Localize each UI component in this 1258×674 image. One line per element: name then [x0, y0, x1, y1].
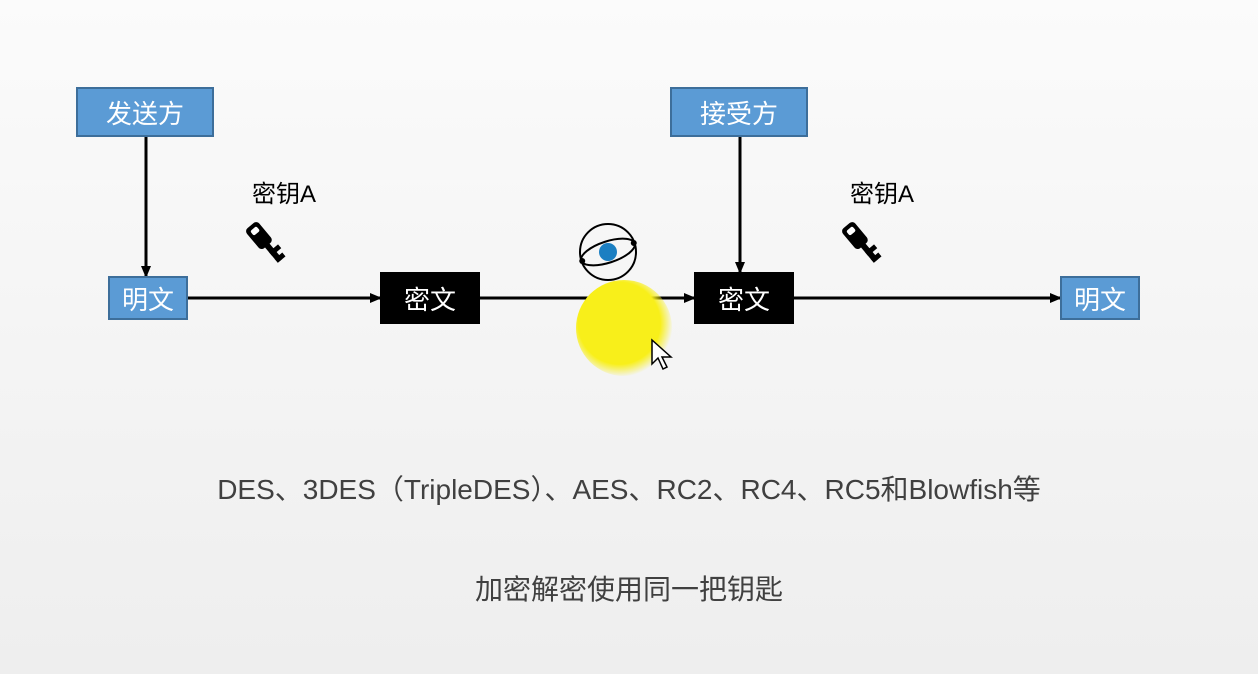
key-label-left: 密钥A: [252, 174, 316, 209]
node-sender: 发送方: [76, 87, 214, 137]
node-plaintext-out: 明文: [1060, 276, 1140, 320]
key-label-right: 密钥A: [850, 174, 914, 209]
mouse-cursor-icon: [650, 338, 676, 372]
node-ciphertext-1: 密文: [380, 272, 480, 324]
node-sender-label: 发送方: [106, 94, 184, 131]
diagram-stage: 发送方 接受方 明文 密文 密文 明文 密钥A 密钥A DES、3DES（Tri…: [0, 0, 1258, 674]
key-icon-left: [236, 214, 296, 274]
node-receiver-label: 接受方: [700, 94, 778, 131]
node-plainin-label: 明文: [122, 280, 174, 317]
node-cipher2-label: 密文: [718, 280, 770, 317]
node-plainout-label: 明文: [1074, 280, 1126, 317]
node-plaintext-in: 明文: [108, 276, 188, 320]
caption-summary: 加密解密使用同一把钥匙: [0, 568, 1258, 608]
node-receiver: 接受方: [670, 87, 808, 137]
network-globe-icon: [574, 218, 642, 286]
key-icon-right: [832, 214, 892, 274]
caption-algorithms: DES、3DES（TripleDES）、AES、RC2、RC4、RC5和Blow…: [0, 468, 1258, 508]
node-cipher1-label: 密文: [404, 280, 456, 317]
node-ciphertext-2: 密文: [694, 272, 794, 324]
